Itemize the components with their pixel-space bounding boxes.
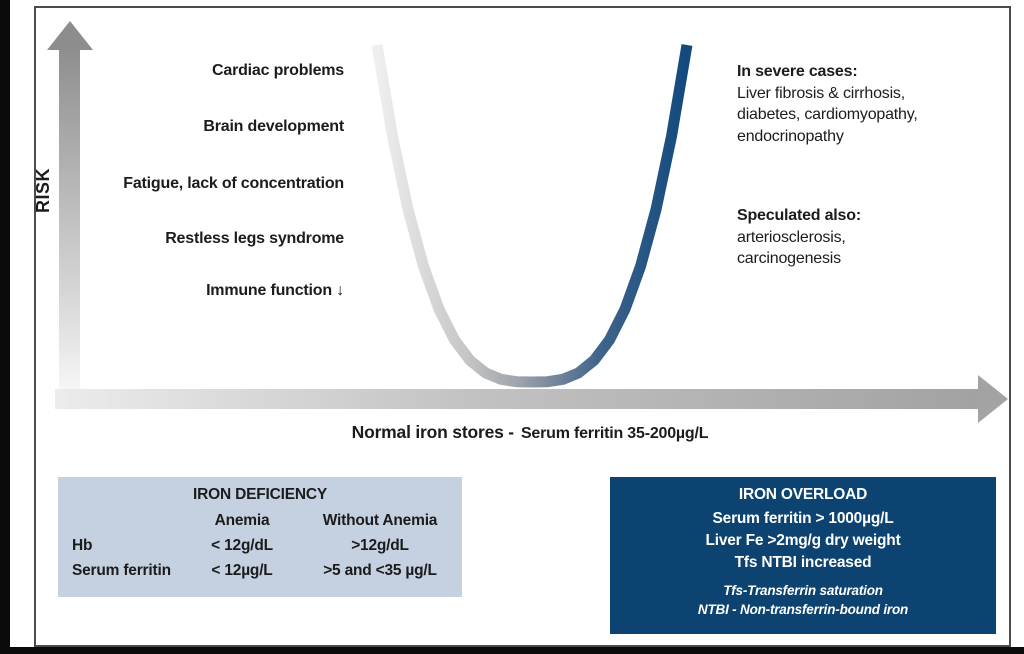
deficiency-effect-label: Immune function ↓ — [206, 282, 344, 299]
footnote-tfs: Tfs-Transferrin saturation — [723, 583, 883, 598]
deficiency-effect-label: Fatigue, lack of concentration — [123, 175, 344, 192]
iron-overload-box: IRON OVERLOAD Serum ferritin > 1000µg/L … — [610, 477, 996, 634]
overload-criterion: Serum ferritin > 1000µg/L — [712, 510, 894, 527]
overload-criterion: Tfs NTBI increased — [734, 554, 872, 571]
ferritin-without-anemia-value: >5 and <35 µg/L — [323, 562, 437, 579]
severe-cases-line: endocrinopathy — [737, 127, 844, 145]
column-header-without-anemia: Without Anemia — [322, 512, 438, 529]
iron-deficiency-title: IRON DEFICIENCY — [193, 486, 327, 503]
footnote-ntbi: NTBI - Non-transferrin-bound iron — [697, 602, 909, 617]
speculated-title: Speculated also: — [737, 207, 861, 224]
severe-cases-block: In severe cases: Liver fibrosis & cirrho… — [737, 61, 918, 147]
deficiency-effect-label: Cardiac problems — [212, 62, 344, 79]
ferritin-anemia-value: < 12µg/L — [211, 562, 273, 579]
iron-deficiency-table: Anemia Without Anemia Hb < 12g/dL >12g/d… — [68, 508, 462, 583]
overload-criterion: Liver Fe >2mg/g dry weight — [705, 532, 901, 549]
scan-edge-left — [0, 0, 10, 654]
x-axis-caption-secondary: Serum ferritin 35-200µg/L — [520, 425, 709, 442]
hb-without-anemia-value: >12g/dL — [351, 537, 409, 554]
hb-anemia-value: < 12g/dL — [211, 537, 273, 554]
speculated-line: carcinogenesis — [737, 250, 841, 267]
severe-cases-line: Liver fibrosis & cirrhosis, — [737, 84, 905, 102]
scan-edge-bottom — [0, 647, 1024, 654]
row-label-serum-ferritin: Serum ferritin — [72, 562, 171, 579]
severe-cases-line: diabetes, cardiomyopathy, — [737, 106, 918, 123]
severe-cases-title: In severe cases: — [737, 63, 858, 80]
table-spacer — [68, 508, 186, 533]
iron-deficiency-box: IRON DEFICIENCY Anemia Without Anemia Hb… — [58, 477, 462, 597]
deficiency-effect-label: Restless legs syndrome — [165, 230, 344, 247]
column-header-anemia: Anemia — [214, 512, 270, 529]
x-axis-caption: Normal iron stores - Serum ferritin 35-20… — [60, 422, 1000, 443]
row-label-hb: Hb — [72, 537, 93, 554]
iron-overload-footnotes: Tfs-Transferrin saturation NTBI - Non-tr… — [610, 581, 996, 619]
figure-border — [34, 6, 1011, 647]
iron-overload-title: IRON OVERLOAD — [738, 486, 868, 503]
x-axis-caption-primary: Normal iron stores - — [351, 422, 514, 442]
y-axis-label: RISK — [33, 167, 53, 213]
speculated-line: arteriosclerosis, — [737, 228, 846, 246]
deficiency-effect-label: Brain development — [203, 118, 344, 135]
iron-overload-criteria: Serum ferritin > 1000µg/L Liver Fe >2mg/… — [610, 508, 996, 574]
speculated-block: Speculated also: arteriosclerosis, carci… — [737, 205, 861, 270]
